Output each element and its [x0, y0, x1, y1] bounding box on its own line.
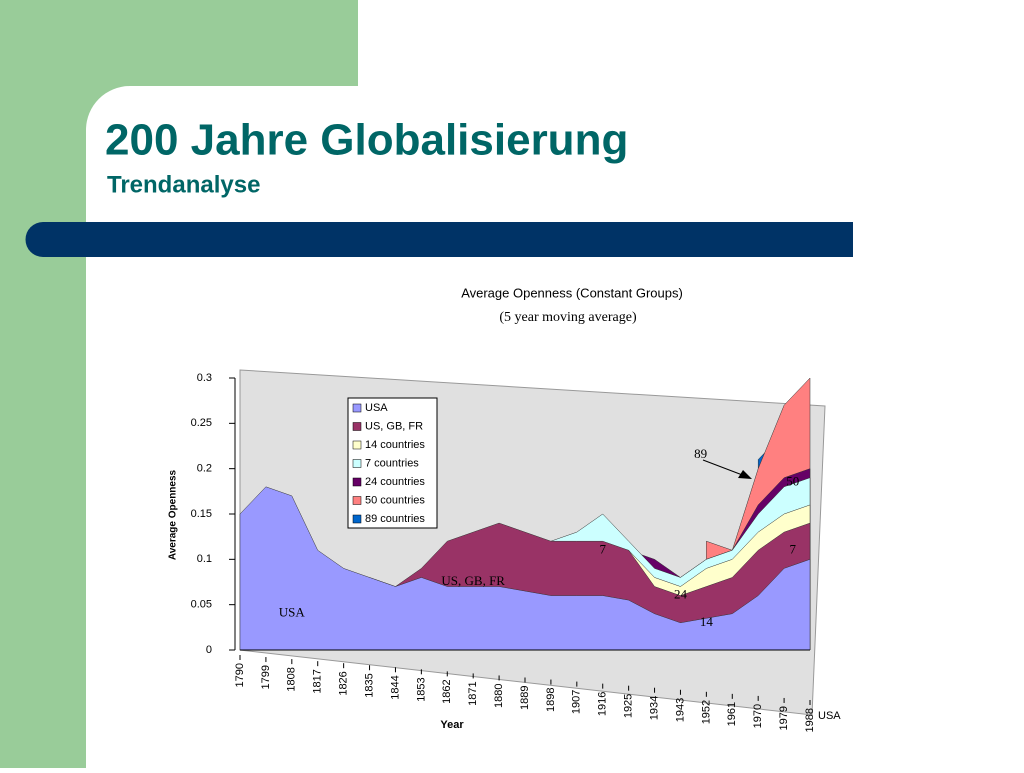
legend-label: 7 countries: [365, 457, 419, 469]
x-tick-label: 1799: [260, 665, 272, 689]
x-tick-label: 1808: [286, 667, 298, 691]
legend-swatch: [352, 514, 362, 524]
corner: [86, 86, 130, 130]
annotation: 89: [694, 446, 707, 461]
x-tick-label: 1934: [648, 696, 660, 720]
x-tick-label: 1970: [752, 704, 764, 728]
annotation: 50: [786, 473, 799, 488]
annotation: US, GB, FR: [441, 573, 505, 588]
divider-bar: [25, 222, 853, 257]
y-tick-label: 0.05: [191, 599, 212, 611]
side-band: [0, 0, 86, 768]
y-tick-label: 0.2: [197, 463, 212, 475]
y-tick-label: 0.1: [197, 553, 212, 565]
legend-swatch: [352, 496, 362, 505]
x-tick-label: 1835: [363, 673, 375, 697]
area: [239, 486, 811, 651]
y-tick-label: 0.3: [197, 372, 212, 384]
legend-label: USA: [365, 402, 388, 414]
x-tick-label: 1790: [234, 663, 246, 687]
annotation: 24: [674, 587, 688, 602]
x-tick-label: 1952: [700, 700, 712, 724]
annotation: USA: [279, 605, 306, 620]
x-tick-label: 1916: [597, 692, 609, 716]
legend-label: 89 countries: [365, 513, 425, 525]
x-tick-label: 1880: [493, 683, 505, 707]
y-tick-label: 0.15: [191, 508, 212, 520]
slide-subtitle: Trendanalyse: [107, 171, 260, 198]
arrow: [702, 459, 746, 477]
x-tick-label: 1826: [338, 671, 350, 695]
legend-swatch: [352, 459, 362, 468]
x-tick-label: 1889: [519, 686, 531, 710]
legend: [347, 397, 438, 529]
annotation: 7: [789, 541, 796, 556]
chart-subtitle: (5 year moving average): [499, 310, 637, 325]
x-tick-label: 1943: [674, 698, 686, 722]
x-axis-label: Year: [440, 719, 464, 731]
legend-label: 14 countries: [365, 439, 425, 451]
x-tick-label: 1844: [389, 675, 401, 699]
legend-entries: USA US, GB, FR 14 countries 7 countries 24 c…: [352, 402, 425, 525]
depth-label: USA: [818, 710, 841, 722]
legend-swatch: [352, 440, 362, 450]
x-tick-label: 1925: [623, 694, 635, 718]
x-tick-label: 1817: [312, 669, 324, 693]
legend-label: 50 countries: [365, 494, 425, 506]
y-tick-label: 0: [206, 644, 212, 656]
legend-swatch: [352, 403, 362, 413]
x-tick-label: 1862: [441, 679, 453, 703]
x-tick-label: 1907: [571, 690, 583, 714]
annotation: 7: [599, 541, 606, 556]
y-axis-label: Average Openness: [168, 469, 179, 560]
x-tick-label: 1898: [545, 688, 557, 712]
chart-title: Average Openness (Constant Groups): [461, 285, 683, 300]
x-tick-label: 1979: [778, 706, 790, 730]
x-tick-label: 1853: [415, 677, 427, 701]
top-band: [86, 0, 358, 86]
legend-label: 24 countries: [365, 476, 425, 488]
annotation: 14: [700, 614, 714, 629]
legend-swatch: [352, 477, 362, 487]
slide-title: 200 Jahre Globalisierung: [105, 116, 628, 165]
x-tick-label: 1961: [726, 702, 738, 726]
plot: 0 0.05 0.1 0.15 0.2 0.25 0.3 1790 1799 1808 1817 18…: [191, 372, 816, 733]
arrow-head: [738, 470, 752, 479]
legend-label: US, GB, FR: [365, 420, 423, 432]
legend-swatch: [352, 422, 362, 431]
x-tick-label: 1988: [804, 708, 816, 732]
x-tick-label: 1871: [467, 681, 479, 705]
y-tick-label: 0.25: [191, 417, 212, 429]
